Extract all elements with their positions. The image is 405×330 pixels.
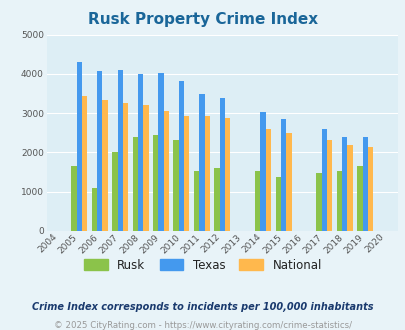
Bar: [158, 73, 163, 231]
Bar: [123, 103, 128, 231]
Bar: [199, 94, 204, 231]
Bar: [336, 171, 341, 231]
Bar: [356, 166, 362, 231]
Bar: [102, 100, 107, 231]
Bar: [286, 133, 291, 231]
Bar: [138, 74, 143, 231]
Bar: [132, 137, 138, 231]
Bar: [97, 71, 102, 231]
Bar: [173, 140, 178, 231]
Bar: [71, 166, 77, 231]
Bar: [362, 137, 367, 231]
Bar: [117, 70, 123, 231]
Bar: [77, 62, 82, 231]
Bar: [265, 129, 271, 231]
Bar: [214, 168, 219, 231]
Bar: [347, 145, 352, 231]
Bar: [219, 98, 224, 231]
Bar: [183, 115, 189, 231]
Bar: [280, 119, 286, 231]
Text: © 2025 CityRating.com - https://www.cityrating.com/crime-statistics/: © 2025 CityRating.com - https://www.city…: [54, 321, 351, 330]
Bar: [204, 116, 209, 231]
Bar: [341, 137, 347, 231]
Bar: [82, 95, 87, 231]
Bar: [92, 188, 97, 231]
Bar: [326, 140, 332, 231]
Bar: [321, 129, 326, 231]
Bar: [367, 148, 372, 231]
Bar: [315, 173, 321, 231]
Bar: [153, 135, 158, 231]
Bar: [178, 81, 183, 231]
Text: Rusk Property Crime Index: Rusk Property Crime Index: [88, 12, 317, 26]
Legend: Rusk, Texas, National: Rusk, Texas, National: [79, 254, 326, 276]
Text: Crime Index corresponds to incidents per 100,000 inhabitants: Crime Index corresponds to incidents per…: [32, 302, 373, 312]
Bar: [275, 177, 280, 231]
Bar: [194, 171, 199, 231]
Bar: [254, 171, 260, 231]
Bar: [143, 105, 148, 231]
Bar: [224, 118, 230, 231]
Bar: [163, 111, 168, 231]
Bar: [112, 152, 117, 231]
Bar: [260, 112, 265, 231]
